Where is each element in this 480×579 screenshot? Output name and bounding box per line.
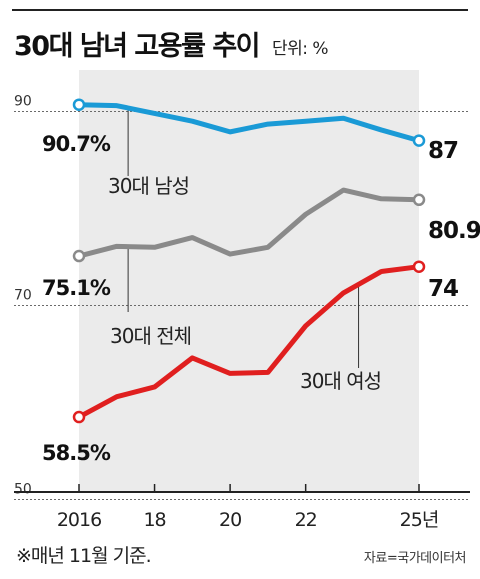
x-tick-label-2018: 18 xyxy=(143,509,165,531)
start-value-label-2: 58.5% xyxy=(42,441,111,465)
y-tick-label-90: 90 xyxy=(14,94,32,110)
start-marker-0 xyxy=(72,98,86,111)
chart-title: 30대 남녀 고용률 추이 xyxy=(14,31,261,62)
start-value-label-0: 90.7% xyxy=(42,132,111,156)
end-marker-1 xyxy=(412,193,426,207)
series-line-0 xyxy=(76,102,422,144)
data-labels: 90.7% 87 30대 남성 75.1% 80.9 30대 전체 58.5% 74 30대 여… xyxy=(42,132,480,465)
start-marker-2 xyxy=(72,410,86,424)
end-value-label-0: 87 xyxy=(428,138,458,164)
grid-lines xyxy=(14,111,470,500)
y-tick-label-70: 70 xyxy=(14,288,32,304)
y-axis-ticks: 90 70 50 xyxy=(14,94,32,498)
x-tick-label-2016: 2016 xyxy=(57,509,101,531)
end-value-label-2: 74 xyxy=(428,276,458,302)
x-tick-label-2022: 22 xyxy=(295,509,317,531)
top-rule xyxy=(12,9,468,11)
series-name-label-2: 30대 여성 xyxy=(300,369,381,393)
series-name-label-0: 30대 남성 xyxy=(108,174,189,198)
series-lines xyxy=(72,98,426,424)
x-tick-label-2025: 25년 xyxy=(400,509,439,531)
y-tick-label-50: 50 xyxy=(14,482,32,498)
unit-label: 단위: % xyxy=(272,39,329,59)
start-marker-1 xyxy=(72,249,86,263)
start-value-label-1: 75.1% xyxy=(42,276,111,300)
footnote: ※매년 11월 기준. xyxy=(16,545,152,567)
series-line-1 xyxy=(76,187,422,259)
x-axis-ticks: 2016 18 20 22 25년 xyxy=(57,484,439,531)
end-marker-2 xyxy=(412,260,426,273)
label-leader-lines xyxy=(127,110,360,368)
series-name-label-1: 30대 전체 xyxy=(110,324,191,348)
x-tick-label-2020: 20 xyxy=(219,509,241,531)
end-value-label-1: 80.9 xyxy=(428,218,480,244)
source-credit: 자료=국가데이터처 xyxy=(363,551,467,566)
end-marker-0 xyxy=(412,134,426,147)
series-line-2 xyxy=(76,264,422,420)
